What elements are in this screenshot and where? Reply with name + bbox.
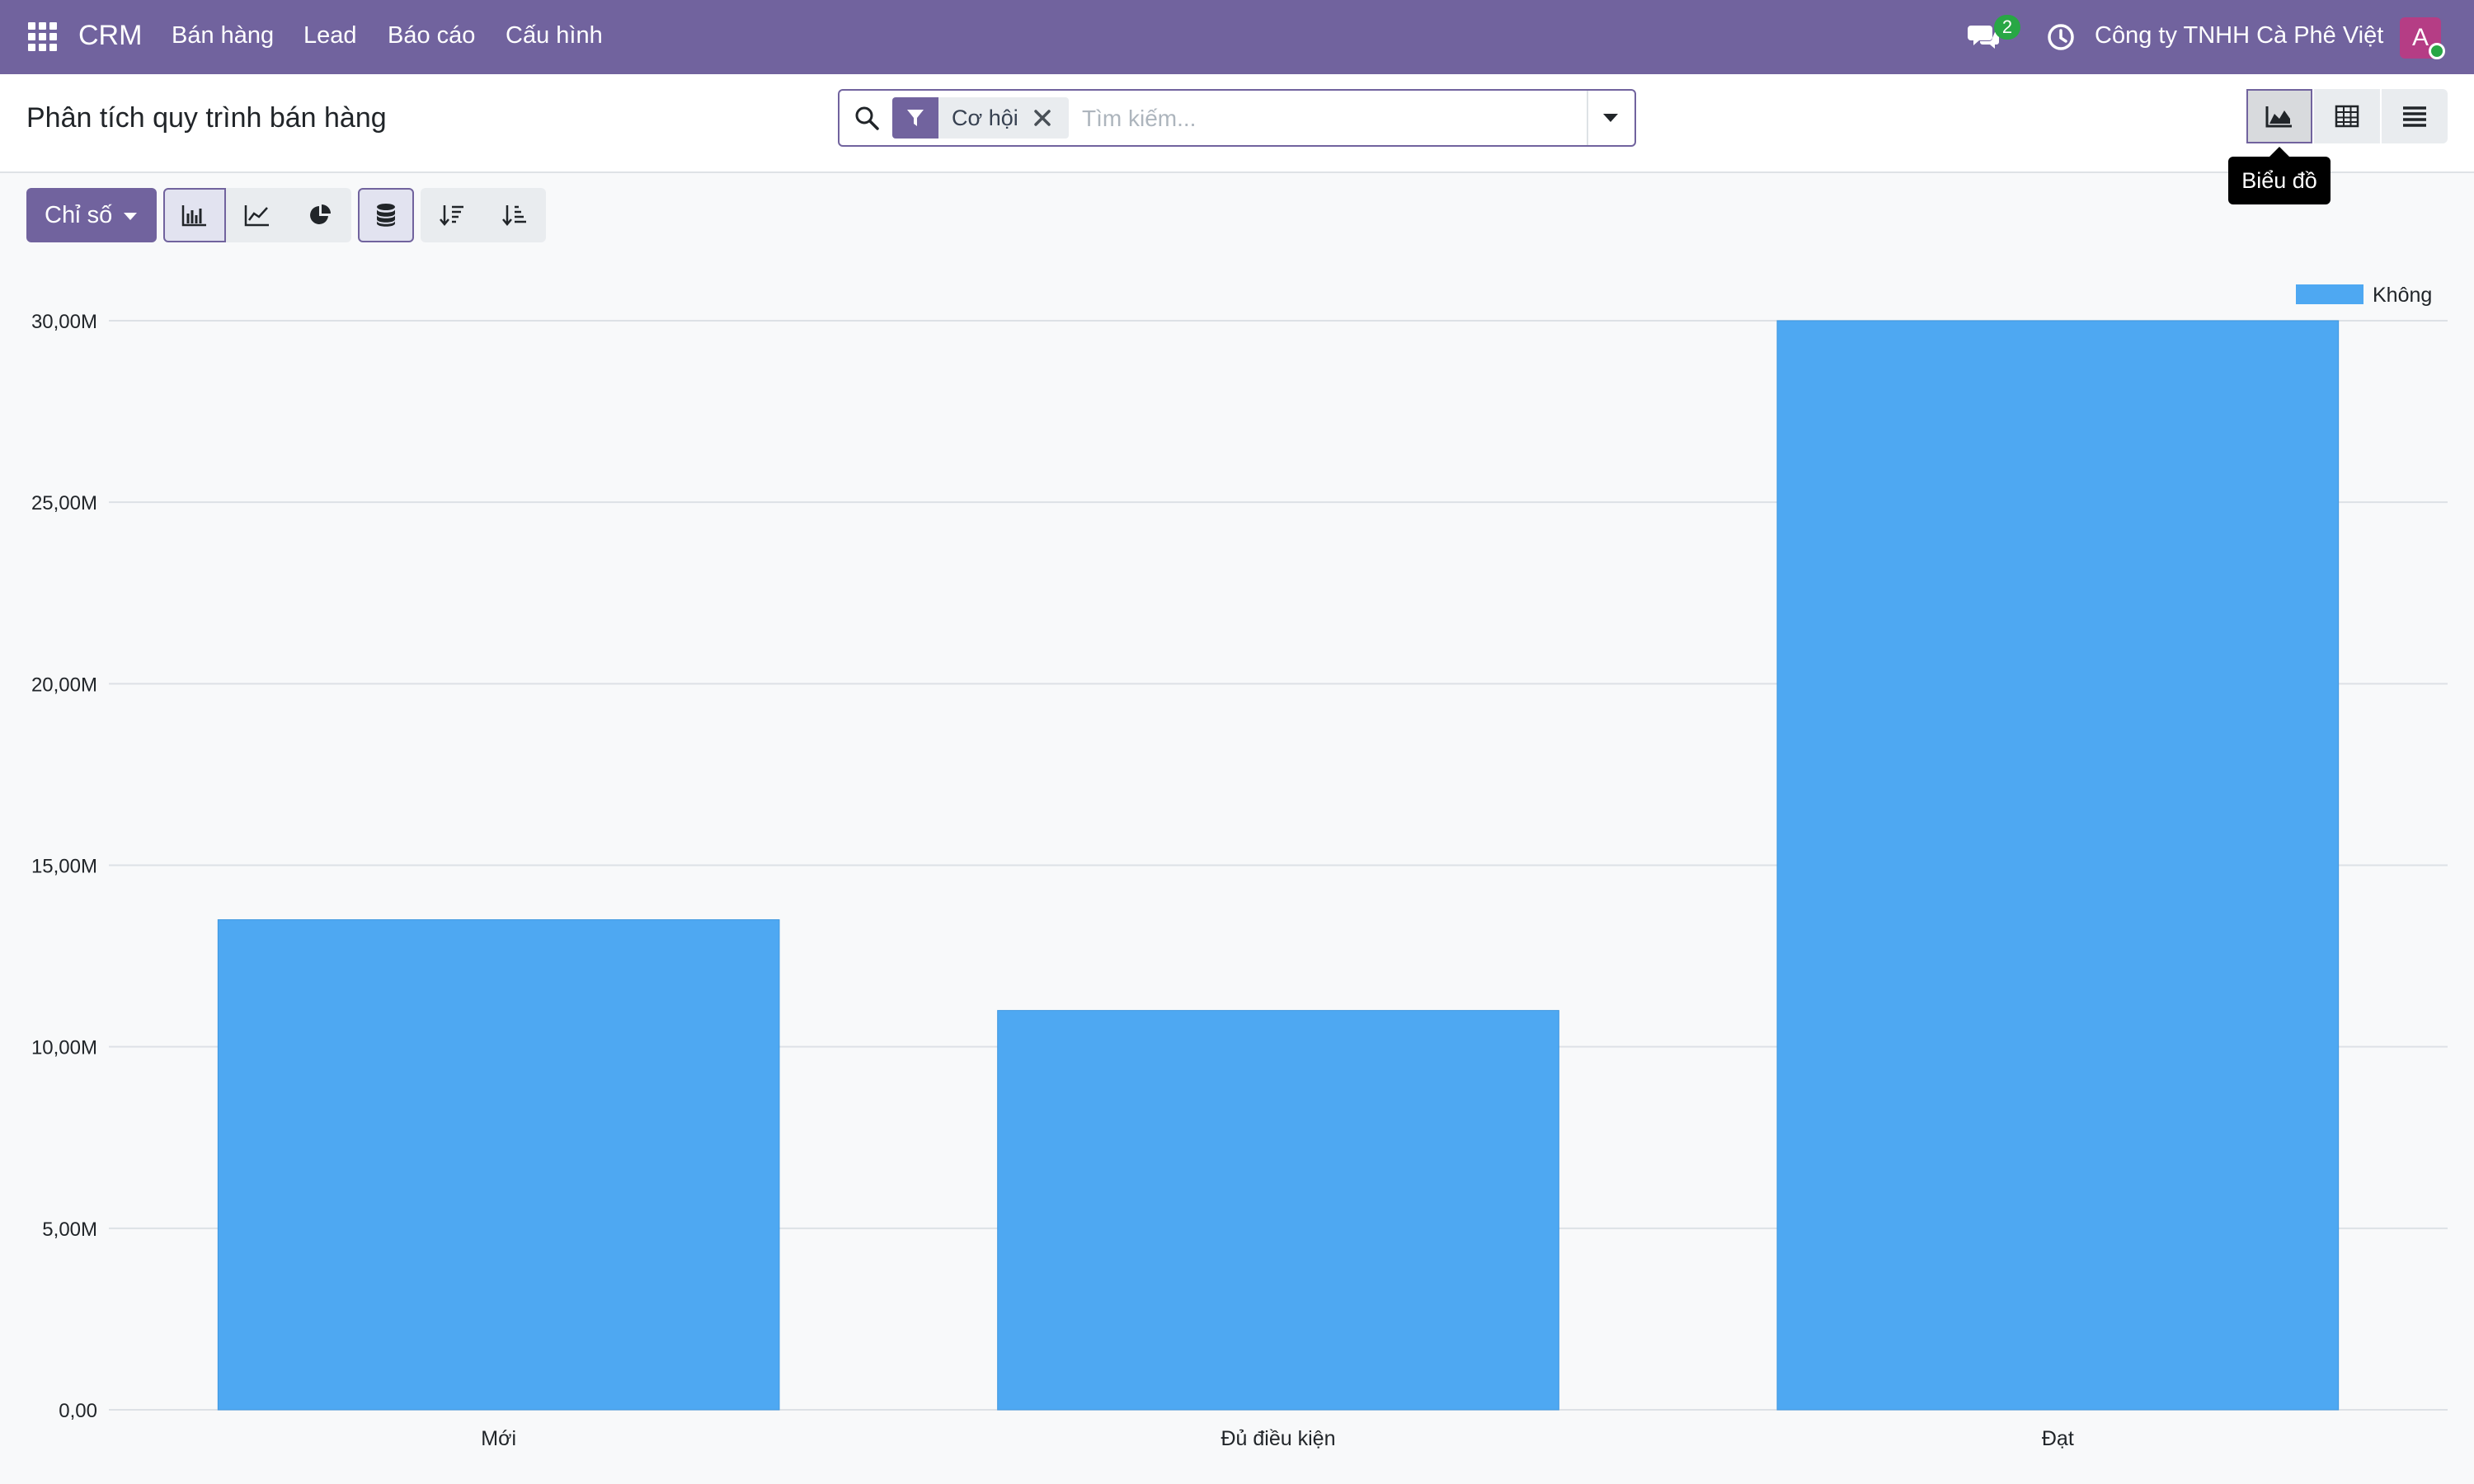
x-tick-label: Đủ điều kiện	[1221, 1427, 1336, 1450]
facet-value: Cơ hội	[938, 97, 1069, 139]
list-icon	[2403, 106, 2426, 127]
menu-item-bao-cao[interactable]: Báo cáo	[388, 22, 476, 49]
y-tick-label: 5,00M	[42, 1219, 97, 1241]
y-tick-label: 25,00M	[31, 492, 97, 514]
sort-ascending-button[interactable]	[483, 188, 546, 242]
messages-icon[interactable]	[1968, 22, 2001, 52]
view-list-button[interactable]	[2382, 89, 2448, 143]
search-input[interactable]	[1080, 97, 1578, 140]
line-chart-icon	[244, 205, 269, 227]
online-status-dot	[2429, 43, 2445, 59]
app-menu-icon[interactable]	[28, 22, 58, 52]
sort-descending-button[interactable]	[421, 188, 483, 242]
y-tick-label: 0,00	[59, 1400, 97, 1422]
x-tick-label: Mới	[481, 1427, 516, 1450]
table-icon	[2335, 105, 2359, 128]
chart-bars	[217, 320, 2340, 1411]
view-pivot-button[interactable]	[2314, 89, 2380, 143]
x-tick-label: Đạt	[2042, 1427, 2074, 1450]
tooltip-arrow	[2269, 147, 2289, 157]
facet-filter-badge	[892, 97, 938, 139]
remove-facet-icon[interactable]	[1032, 108, 1052, 128]
company-switcher[interactable]: Công ty TNHH Cà Phê Việt	[2095, 22, 2384, 49]
bar	[1776, 320, 2340, 1411]
search-icon	[855, 106, 879, 130]
filter-icon	[907, 110, 924, 126]
y-tick-label: 30,00M	[31, 311, 97, 333]
caret-down-icon	[1603, 114, 1618, 122]
line-chart-button[interactable]	[226, 188, 289, 242]
activity-clock-icon[interactable]	[2046, 22, 2076, 52]
bar-chart: 0,00 5,00M 10,00M 15,00M 20,00M 25,00M 30,00M M…	[31, 284, 2448, 1450]
search-options-toggle[interactable]	[1587, 91, 1634, 145]
sort-descending-icon	[440, 205, 463, 226]
stacked-toggle-button[interactable]	[358, 188, 414, 242]
app-brand[interactable]: CRM	[78, 20, 143, 51]
y-tick-label: 10,00M	[31, 1037, 97, 1059]
pie-chart-button[interactable]	[289, 188, 351, 242]
pie-chart-icon	[310, 204, 331, 224]
area-chart-icon	[2265, 106, 2292, 128]
bar-chart-icon	[181, 205, 206, 227]
bar	[997, 1010, 1559, 1411]
sort-ascending-icon	[502, 205, 526, 226]
menu-item-lead[interactable]: Lead	[303, 22, 357, 49]
y-tick-label: 15,00M	[31, 856, 97, 878]
page-title: Phân tích quy trình bán hàng	[26, 102, 387, 134]
messages-count-badge: 2	[1994, 15, 2020, 40]
y-tick-label: 20,00M	[31, 674, 97, 696]
legend-label: Không	[2373, 284, 2432, 307]
view-tooltip: Biểu đồ	[2228, 157, 2331, 204]
database-stack-icon	[377, 204, 395, 227]
measures-dropdown-button[interactable]: Chỉ số	[26, 188, 157, 242]
bar	[217, 919, 780, 1411]
legend-swatch	[2296, 284, 2363, 304]
bar-chart-button[interactable]	[163, 188, 226, 242]
chart-labels: 0,00 5,00M 10,00M 15,00M 20,00M 25,00M 30,00M M…	[31, 311, 2074, 1450]
caret-down-icon	[124, 213, 137, 220]
menu-item-cau-hinh[interactable]: Cấu hình	[506, 22, 603, 49]
view-graph-button[interactable]	[2246, 89, 2312, 143]
menu-item-ban-hang[interactable]: Bán hàng	[172, 22, 275, 49]
chart-legend: Không	[2296, 284, 2432, 307]
